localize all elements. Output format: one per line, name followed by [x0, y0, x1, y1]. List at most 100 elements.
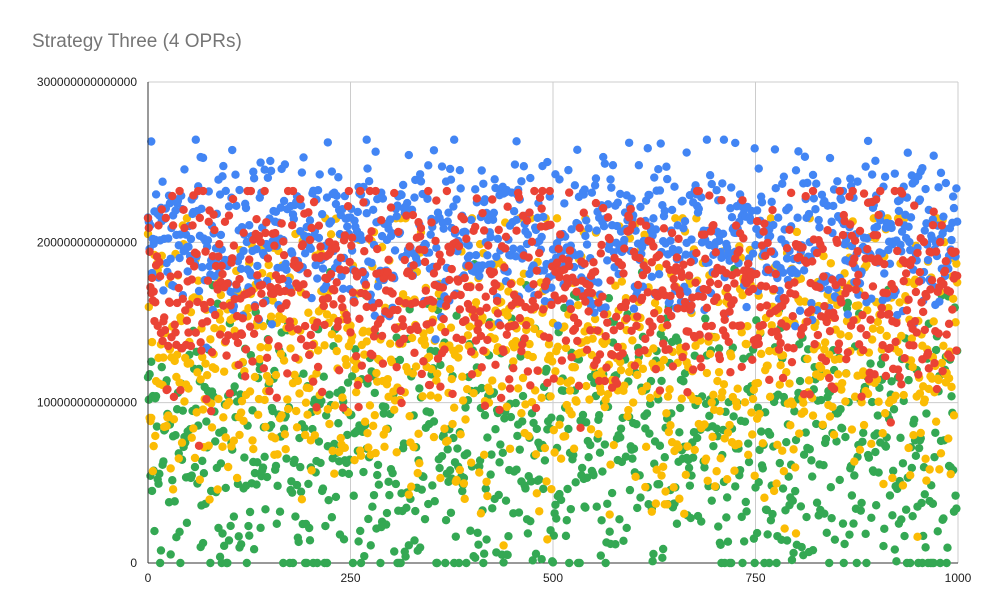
data-point [350, 455, 359, 465]
data-point [575, 558, 584, 568]
data-point [602, 363, 611, 372]
data-point [686, 513, 695, 523]
data-point [907, 463, 917, 473]
data-point [529, 280, 538, 289]
data-point [807, 456, 816, 465]
data-point [488, 215, 498, 224]
data-point [824, 285, 833, 295]
data-point [765, 231, 775, 241]
data-point [931, 345, 941, 355]
data-point [683, 442, 692, 451]
data-point [213, 285, 222, 294]
data-point [356, 558, 366, 568]
data-point [682, 148, 691, 157]
data-point [179, 205, 188, 214]
data-point [750, 558, 759, 568]
data-point [914, 277, 924, 286]
data-point [505, 375, 514, 384]
data-point [489, 268, 499, 277]
data-point [518, 391, 528, 401]
data-point [737, 512, 746, 522]
data-point [483, 491, 492, 501]
data-point [364, 374, 373, 383]
data-point [821, 434, 831, 444]
data-point [593, 326, 602, 335]
data-point [492, 280, 501, 290]
data-point [669, 483, 678, 492]
data-point [737, 362, 746, 372]
data-point [901, 269, 911, 278]
data-point [426, 391, 435, 400]
data-point [662, 409, 671, 418]
data-point [328, 446, 337, 456]
data-point [598, 292, 607, 301]
data-point [553, 321, 563, 330]
data-point [194, 276, 203, 285]
data-point [616, 424, 626, 433]
data-point [223, 462, 233, 472]
data-point [697, 193, 706, 202]
data-point [439, 224, 448, 233]
data-point [458, 486, 467, 496]
data-point [609, 440, 618, 450]
data-point [152, 422, 162, 431]
data-point [509, 363, 518, 373]
data-point [884, 309, 894, 319]
data-point [567, 410, 576, 419]
data-point [923, 255, 933, 265]
data-point [612, 379, 622, 388]
data-point [157, 205, 166, 214]
data-point [726, 204, 735, 213]
data-point [658, 544, 668, 554]
data-point [342, 360, 351, 370]
data-point [504, 532, 513, 541]
data-point [814, 215, 823, 225]
data-point [356, 451, 366, 460]
data-point [475, 468, 484, 477]
data-point [826, 483, 836, 492]
data-point [451, 532, 460, 541]
data-point [279, 196, 289, 206]
data-point [410, 536, 419, 545]
data-point [397, 398, 406, 408]
data-point [249, 167, 258, 176]
data-point [368, 421, 378, 431]
data-point [622, 314, 631, 323]
data-point [843, 310, 853, 319]
data-point [175, 527, 184, 537]
data-point [245, 255, 254, 264]
data-point [475, 282, 484, 292]
data-point [537, 393, 546, 402]
data-point [520, 334, 529, 343]
data-point [502, 330, 512, 339]
data-point [245, 322, 255, 331]
data-point [692, 433, 702, 443]
data-point [159, 286, 168, 295]
data-point [420, 514, 430, 524]
data-point [321, 521, 330, 531]
data-point [261, 228, 270, 238]
data-point [945, 287, 955, 296]
data-point [426, 230, 435, 239]
data-point [599, 152, 608, 162]
data-point [882, 288, 891, 298]
data-point [282, 299, 291, 308]
data-point [447, 264, 456, 274]
data-point [354, 537, 363, 546]
data-point [788, 312, 797, 321]
data-point [282, 454, 291, 463]
data-point [773, 440, 782, 450]
data-point [202, 370, 212, 380]
data-point [748, 430, 757, 439]
data-point [740, 398, 750, 407]
data-point [488, 376, 497, 385]
data-point [631, 472, 640, 481]
data-point [338, 303, 347, 312]
data-point [793, 213, 802, 222]
data-point [565, 246, 575, 255]
data-point [330, 439, 339, 449]
data-point [334, 317, 343, 326]
data-point [835, 475, 844, 485]
data-point [413, 468, 422, 478]
data-point [531, 450, 541, 459]
